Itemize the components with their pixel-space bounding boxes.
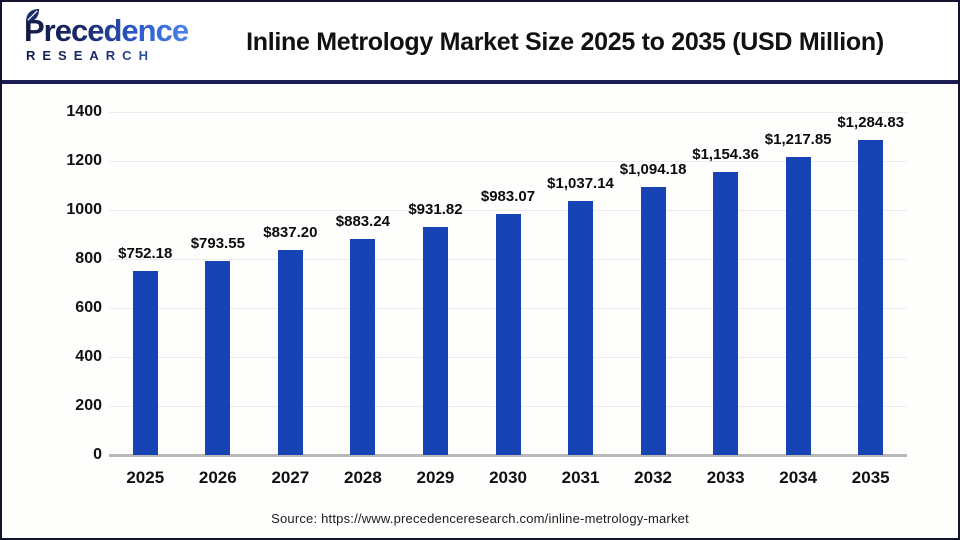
y-tick-label: 800	[75, 250, 102, 267]
logo-line1: Precedence	[24, 13, 189, 48]
x-axis-baseline	[109, 454, 907, 457]
x-tick-label: 2027	[271, 468, 310, 487]
header: Precedence RESEARCH Inline Metrology Mar…	[2, 2, 958, 82]
x-tick-label: 2028	[343, 468, 382, 487]
bar	[132, 270, 158, 455]
bar-value-label: $883.24	[335, 212, 391, 230]
logo-line2: RESEARCH	[26, 49, 188, 62]
plot-area: 0 200 400 600 800 1000 1200 1400 $752.18 2025 $793…	[2, 84, 958, 538]
x-tick-label: 2033	[706, 468, 745, 487]
x-tick-label: 2026	[198, 468, 237, 487]
x-tick-label: 2034	[779, 468, 818, 487]
y-tick-label: 1400	[66, 103, 102, 120]
bar-value-label: $1,154.36	[692, 146, 759, 164]
y-tick-label: 0	[93, 446, 102, 463]
bar-value-label: $1,094.18	[619, 160, 687, 178]
bar-value-label: $793.55	[190, 234, 245, 252]
y-tick-label: 400	[75, 348, 102, 365]
bar	[350, 238, 376, 455]
x-tick-label: 2025	[126, 468, 165, 487]
x-tick-label: 2031	[561, 468, 600, 487]
bar	[640, 186, 666, 455]
source-attribution: Source: https://www.precedenceresearch.c…	[271, 511, 689, 526]
bar	[858, 140, 884, 455]
bar-value-label: $1,284.83	[837, 114, 905, 132]
bar-value-label: $1,217.85	[764, 130, 832, 148]
bar-value-label: $1,037.14	[547, 174, 614, 192]
gridline	[109, 161, 907, 162]
y-tick-label: 600	[75, 299, 102, 316]
bar	[495, 214, 521, 455]
bar	[785, 156, 811, 455]
bar-value-label: $837.20	[263, 223, 318, 241]
bar	[713, 172, 739, 455]
precedence-research-logo: Precedence RESEARCH	[24, 8, 189, 62]
bar	[568, 200, 594, 455]
x-tick-label: 2035	[851, 468, 890, 487]
chart-title: Inline Metrology Market Size 2025 to 203…	[246, 28, 884, 56]
x-tick-label: 2032	[634, 468, 672, 487]
leaf-icon	[25, 8, 40, 23]
bar-value-label: $983.07	[480, 188, 536, 206]
gridline	[109, 112, 907, 113]
gridline	[109, 210, 907, 211]
bar	[277, 249, 303, 455]
x-tick-label: 2030	[489, 468, 527, 487]
bar	[205, 260, 231, 455]
logo-wordmark: Precedence	[24, 8, 189, 48]
bar-value-label: $752.18	[118, 244, 173, 262]
y-tick-label: 200	[75, 397, 102, 414]
y-tick-label: 1200	[66, 152, 102, 169]
bar	[422, 226, 448, 455]
bar-value-label: $931.82	[408, 200, 463, 218]
x-tick-label: 2029	[416, 468, 455, 487]
header-separator-line	[2, 80, 958, 84]
y-tick-label: 1000	[66, 201, 102, 218]
